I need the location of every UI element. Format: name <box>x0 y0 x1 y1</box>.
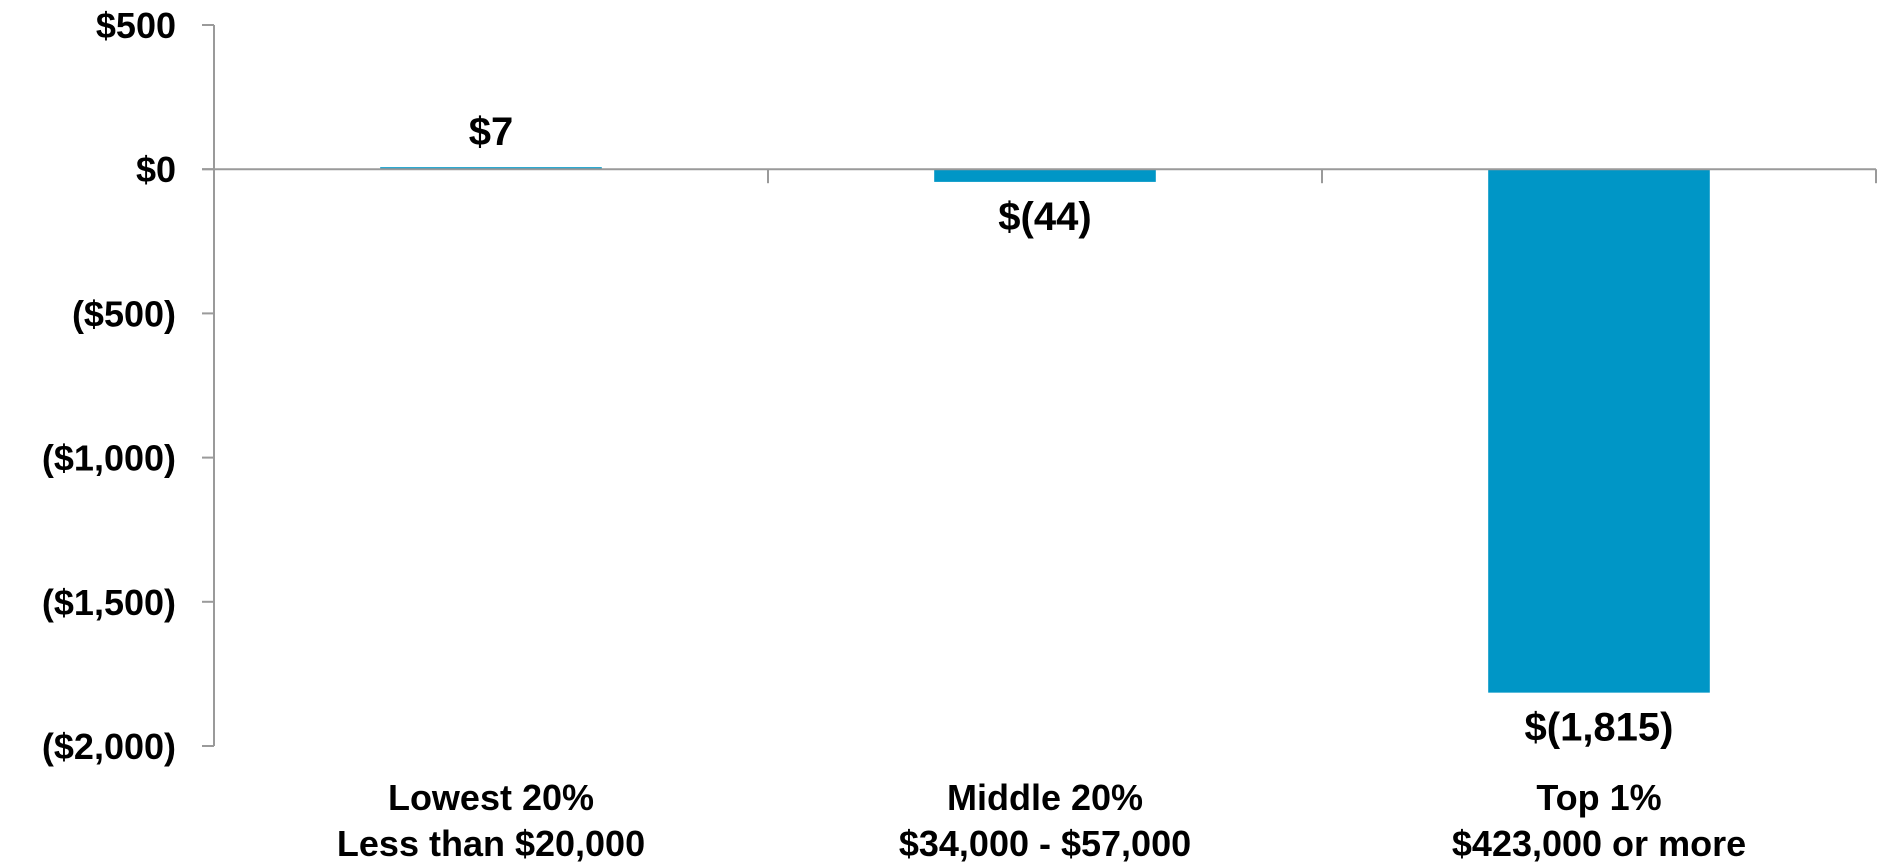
bar <box>934 169 1156 182</box>
category-sublabel: $423,000 or more <box>1452 823 1746 864</box>
bar-value-label: $(1,815) <box>1525 706 1674 750</box>
category-label: Top 1% <box>1536 777 1661 818</box>
y-tick-label: ($500) <box>72 293 176 334</box>
bar <box>380 167 602 170</box>
category-sublabel: $34,000 - $57,000 <box>899 823 1191 864</box>
category-label: Middle 20% <box>947 777 1143 818</box>
category-label: Lowest 20% <box>388 777 594 818</box>
bar-value-label: $(44) <box>998 195 1091 239</box>
y-tick-label: ($1,500) <box>42 582 176 623</box>
bar-value-label: $7 <box>469 110 514 154</box>
y-tick-label: ($1,000) <box>42 438 176 479</box>
y-tick-label: ($2,000) <box>42 726 176 767</box>
category-sublabel: Less than $20,000 <box>337 823 645 864</box>
y-tick-label: $500 <box>96 5 176 46</box>
y-tick-label: $0 <box>136 149 176 190</box>
bar <box>1488 169 1710 693</box>
